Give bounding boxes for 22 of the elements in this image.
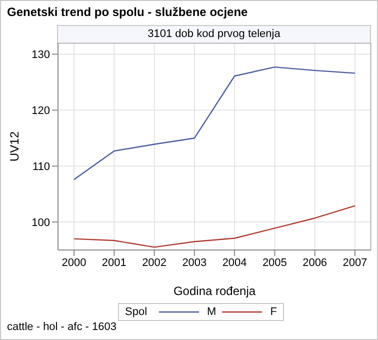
x-tick-label: 2007 (342, 256, 368, 269)
x-tick-label: 2005 (262, 256, 287, 269)
x-tick-label: 2002 (142, 256, 167, 269)
legend-label: F (270, 306, 277, 318)
chart-subtitle: 3101 dob kod prvog telenja (57, 25, 371, 43)
line-series (73, 66, 356, 180)
x-tick-label: 2000 (62, 256, 86, 269)
text: cattle - hol - afc - 1603 (7, 321, 116, 333)
y-axis-title: UV12 (7, 131, 22, 162)
y-tick-label: 130 (32, 49, 50, 62)
x-tick-label: 2004 (222, 256, 247, 269)
y-tick-label: 100 (32, 216, 50, 229)
y-tick-label: 120 (32, 105, 50, 118)
x-tick-label: 2006 (302, 256, 328, 269)
x-axis-title: Godina rođenja (173, 284, 256, 298)
legend-label: M (207, 306, 216, 318)
x-tick-label: 2003 (182, 256, 207, 269)
chart-title: Genetski trend po spolu - službene ocjene (7, 5, 248, 19)
x-tick-label: 2001 (102, 256, 126, 269)
y-tick-label: 110 (32, 160, 50, 173)
line-series (73, 205, 356, 248)
legend-title: Spol (125, 306, 148, 318)
